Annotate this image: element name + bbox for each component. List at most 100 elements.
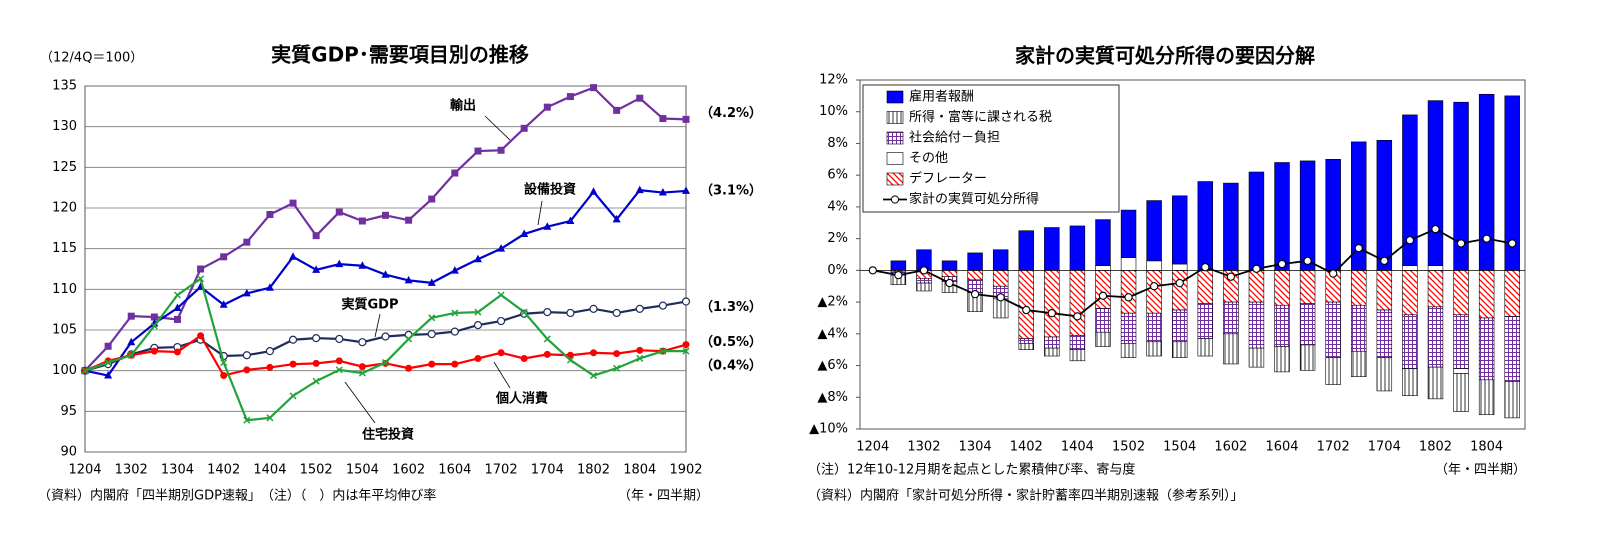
bar-segment	[1402, 114, 1418, 266]
marker	[635, 185, 644, 194]
marker	[589, 304, 598, 313]
x-tick-label: 1802	[1419, 440, 1452, 455]
marker	[681, 297, 691, 306]
bar-segment	[1478, 379, 1495, 416]
bar-segment	[1197, 338, 1214, 357]
marker	[590, 372, 598, 380]
bar-segment	[1299, 344, 1316, 371]
bar-segment	[1069, 335, 1086, 350]
bar-segment	[967, 270, 983, 281]
marker	[1226, 272, 1236, 281]
marker	[474, 308, 482, 316]
bar-segment	[1146, 312, 1162, 343]
bar-segment	[1095, 308, 1111, 333]
marker	[242, 288, 251, 297]
bar-segment	[1325, 301, 1341, 358]
marker	[894, 270, 903, 280]
marker	[543, 308, 552, 317]
bar-segment	[1427, 100, 1444, 266]
marker	[381, 270, 390, 278]
marker	[405, 335, 413, 343]
x-tick-label: 1702	[1317, 440, 1350, 455]
marker	[1456, 239, 1466, 248]
marker	[335, 334, 344, 344]
bar-segment	[1478, 317, 1495, 381]
marker	[451, 309, 459, 317]
marker	[266, 363, 274, 371]
marker	[358, 363, 366, 371]
marker	[289, 360, 297, 368]
bar-segment	[1453, 270, 1469, 316]
marker	[335, 366, 343, 374]
bar-segment	[1274, 270, 1290, 306]
marker	[335, 208, 343, 216]
bar-segment	[1044, 227, 1060, 271]
bar-segment	[1427, 265, 1444, 271]
x-tick-label: 1302	[907, 440, 940, 455]
y-tick-label: 100	[52, 363, 77, 378]
bar-segment	[1351, 304, 1367, 352]
marker	[566, 308, 575, 318]
marker	[451, 169, 459, 177]
y-tick-label: 0%	[827, 263, 848, 278]
y-tick-label: 130	[52, 119, 77, 134]
marker	[473, 254, 482, 263]
marker	[451, 360, 459, 368]
legend-label: 雇用者報酬	[909, 89, 974, 105]
marker	[335, 259, 344, 268]
marker	[1047, 309, 1056, 318]
end-label: （1.3%）	[700, 299, 762, 315]
bar-segment	[916, 282, 932, 292]
marker	[173, 315, 181, 323]
bar-segment	[992, 270, 1009, 287]
x-tick-label: 1204	[856, 440, 889, 455]
marker	[520, 124, 528, 132]
bar-segment	[1453, 373, 1469, 412]
marker	[497, 291, 505, 299]
legend-swatch	[886, 90, 904, 104]
bar-segment	[1274, 162, 1290, 271]
bar-segment	[992, 298, 1009, 319]
x-tick-label: 1304	[161, 463, 194, 478]
marker	[1149, 282, 1159, 291]
bar-segment	[1223, 182, 1239, 271]
y-tick-label: ▲4%	[817, 326, 848, 341]
bar-segment	[1376, 309, 1393, 358]
marker	[381, 359, 390, 367]
marker	[428, 314, 436, 322]
marker	[658, 301, 667, 310]
marker	[566, 356, 574, 364]
marker	[450, 266, 459, 274]
marker	[566, 351, 574, 359]
bar-segment	[1171, 195, 1188, 265]
marker	[266, 414, 274, 422]
label-arrow	[374, 313, 381, 338]
y-tick-label: 10%	[819, 104, 848, 119]
marker	[242, 351, 251, 360]
end-label: （3.1%）	[700, 182, 762, 198]
marker	[312, 334, 321, 343]
marker	[658, 188, 667, 196]
y-unit: （12/4Q＝100）	[40, 51, 143, 66]
bar-segment	[1402, 270, 1418, 316]
marker	[1380, 256, 1389, 265]
bar-segment	[916, 277, 932, 284]
marker	[945, 278, 954, 288]
marker	[404, 275, 413, 284]
series-label: 設備投資	[524, 182, 576, 198]
x-unit: （年・四半期）	[618, 489, 709, 504]
bar-segment	[1351, 350, 1367, 377]
legend-label: 社会給付－負担	[909, 130, 1000, 146]
bar-segment	[1274, 346, 1290, 373]
bar-segment	[1171, 341, 1188, 358]
legend-label: 家計の実質可処分所得	[909, 191, 1039, 207]
marker	[450, 327, 459, 336]
bar-segment	[1223, 301, 1239, 335]
marker	[659, 115, 667, 123]
marker	[474, 354, 482, 362]
marker	[265, 283, 274, 291]
bar-segment	[1274, 304, 1290, 347]
x-tick-label: 1704	[531, 463, 564, 478]
marker	[312, 359, 320, 367]
